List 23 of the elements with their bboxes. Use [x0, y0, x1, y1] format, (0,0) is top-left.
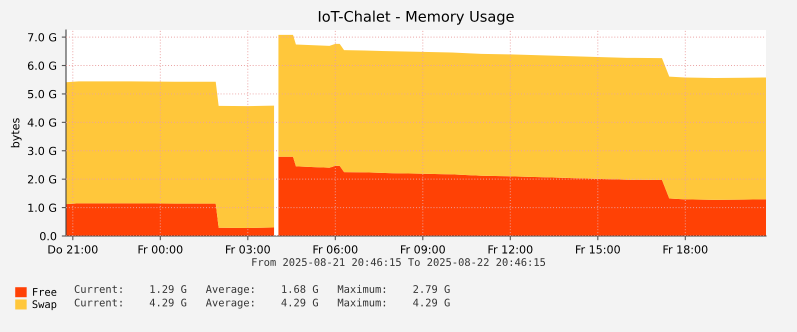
text: From 2025-08-21 20:46:15 To 2025-08-22 20:46:15: [252, 258, 546, 266]
chart-title: IoT-Chalet - Memory Usage: [318, 10, 514, 25]
x-tick-label: Fr 09:00: [401, 245, 445, 254]
y-tick-label: 2.0 G: [28, 175, 56, 184]
y-tick-label: 3.0 G: [28, 146, 56, 156]
y-tick-label: 6.0 G: [28, 61, 56, 70]
text: Current: 4.29 G Average: 4.29 G Maximum: 4.29 G: [74, 298, 450, 309]
x-tick-label: Fr 03:00: [226, 245, 270, 254]
x-tick-label: Fr 18:00: [664, 245, 708, 254]
x-tick-label: Fr 15:00: [576, 245, 620, 254]
x-tick-label: Do 21:00: [48, 245, 98, 254]
y-tick-label: 4.0 G: [28, 118, 56, 127]
y-tick-label: 0.0: [40, 232, 56, 240]
y-tick-label: 1.0 G: [28, 204, 56, 212]
y-tick-label: 7.0 G: [28, 33, 56, 42]
legend-label: Free: [33, 288, 56, 296]
legend-label: Swap: [32, 300, 56, 310]
y-axis-title: bytes: [10, 118, 22, 148]
x-tick-label: Fr 00:00: [138, 245, 182, 254]
x-tick-label: Fr 06:00: [314, 245, 358, 254]
y-tick-label: 5.0 G: [28, 90, 56, 98]
text: Current: 1.29 G Average: 1.68 G Maximum: 2.79 G: [74, 284, 450, 296]
x-tick-label: Fr 12:00: [488, 245, 532, 254]
